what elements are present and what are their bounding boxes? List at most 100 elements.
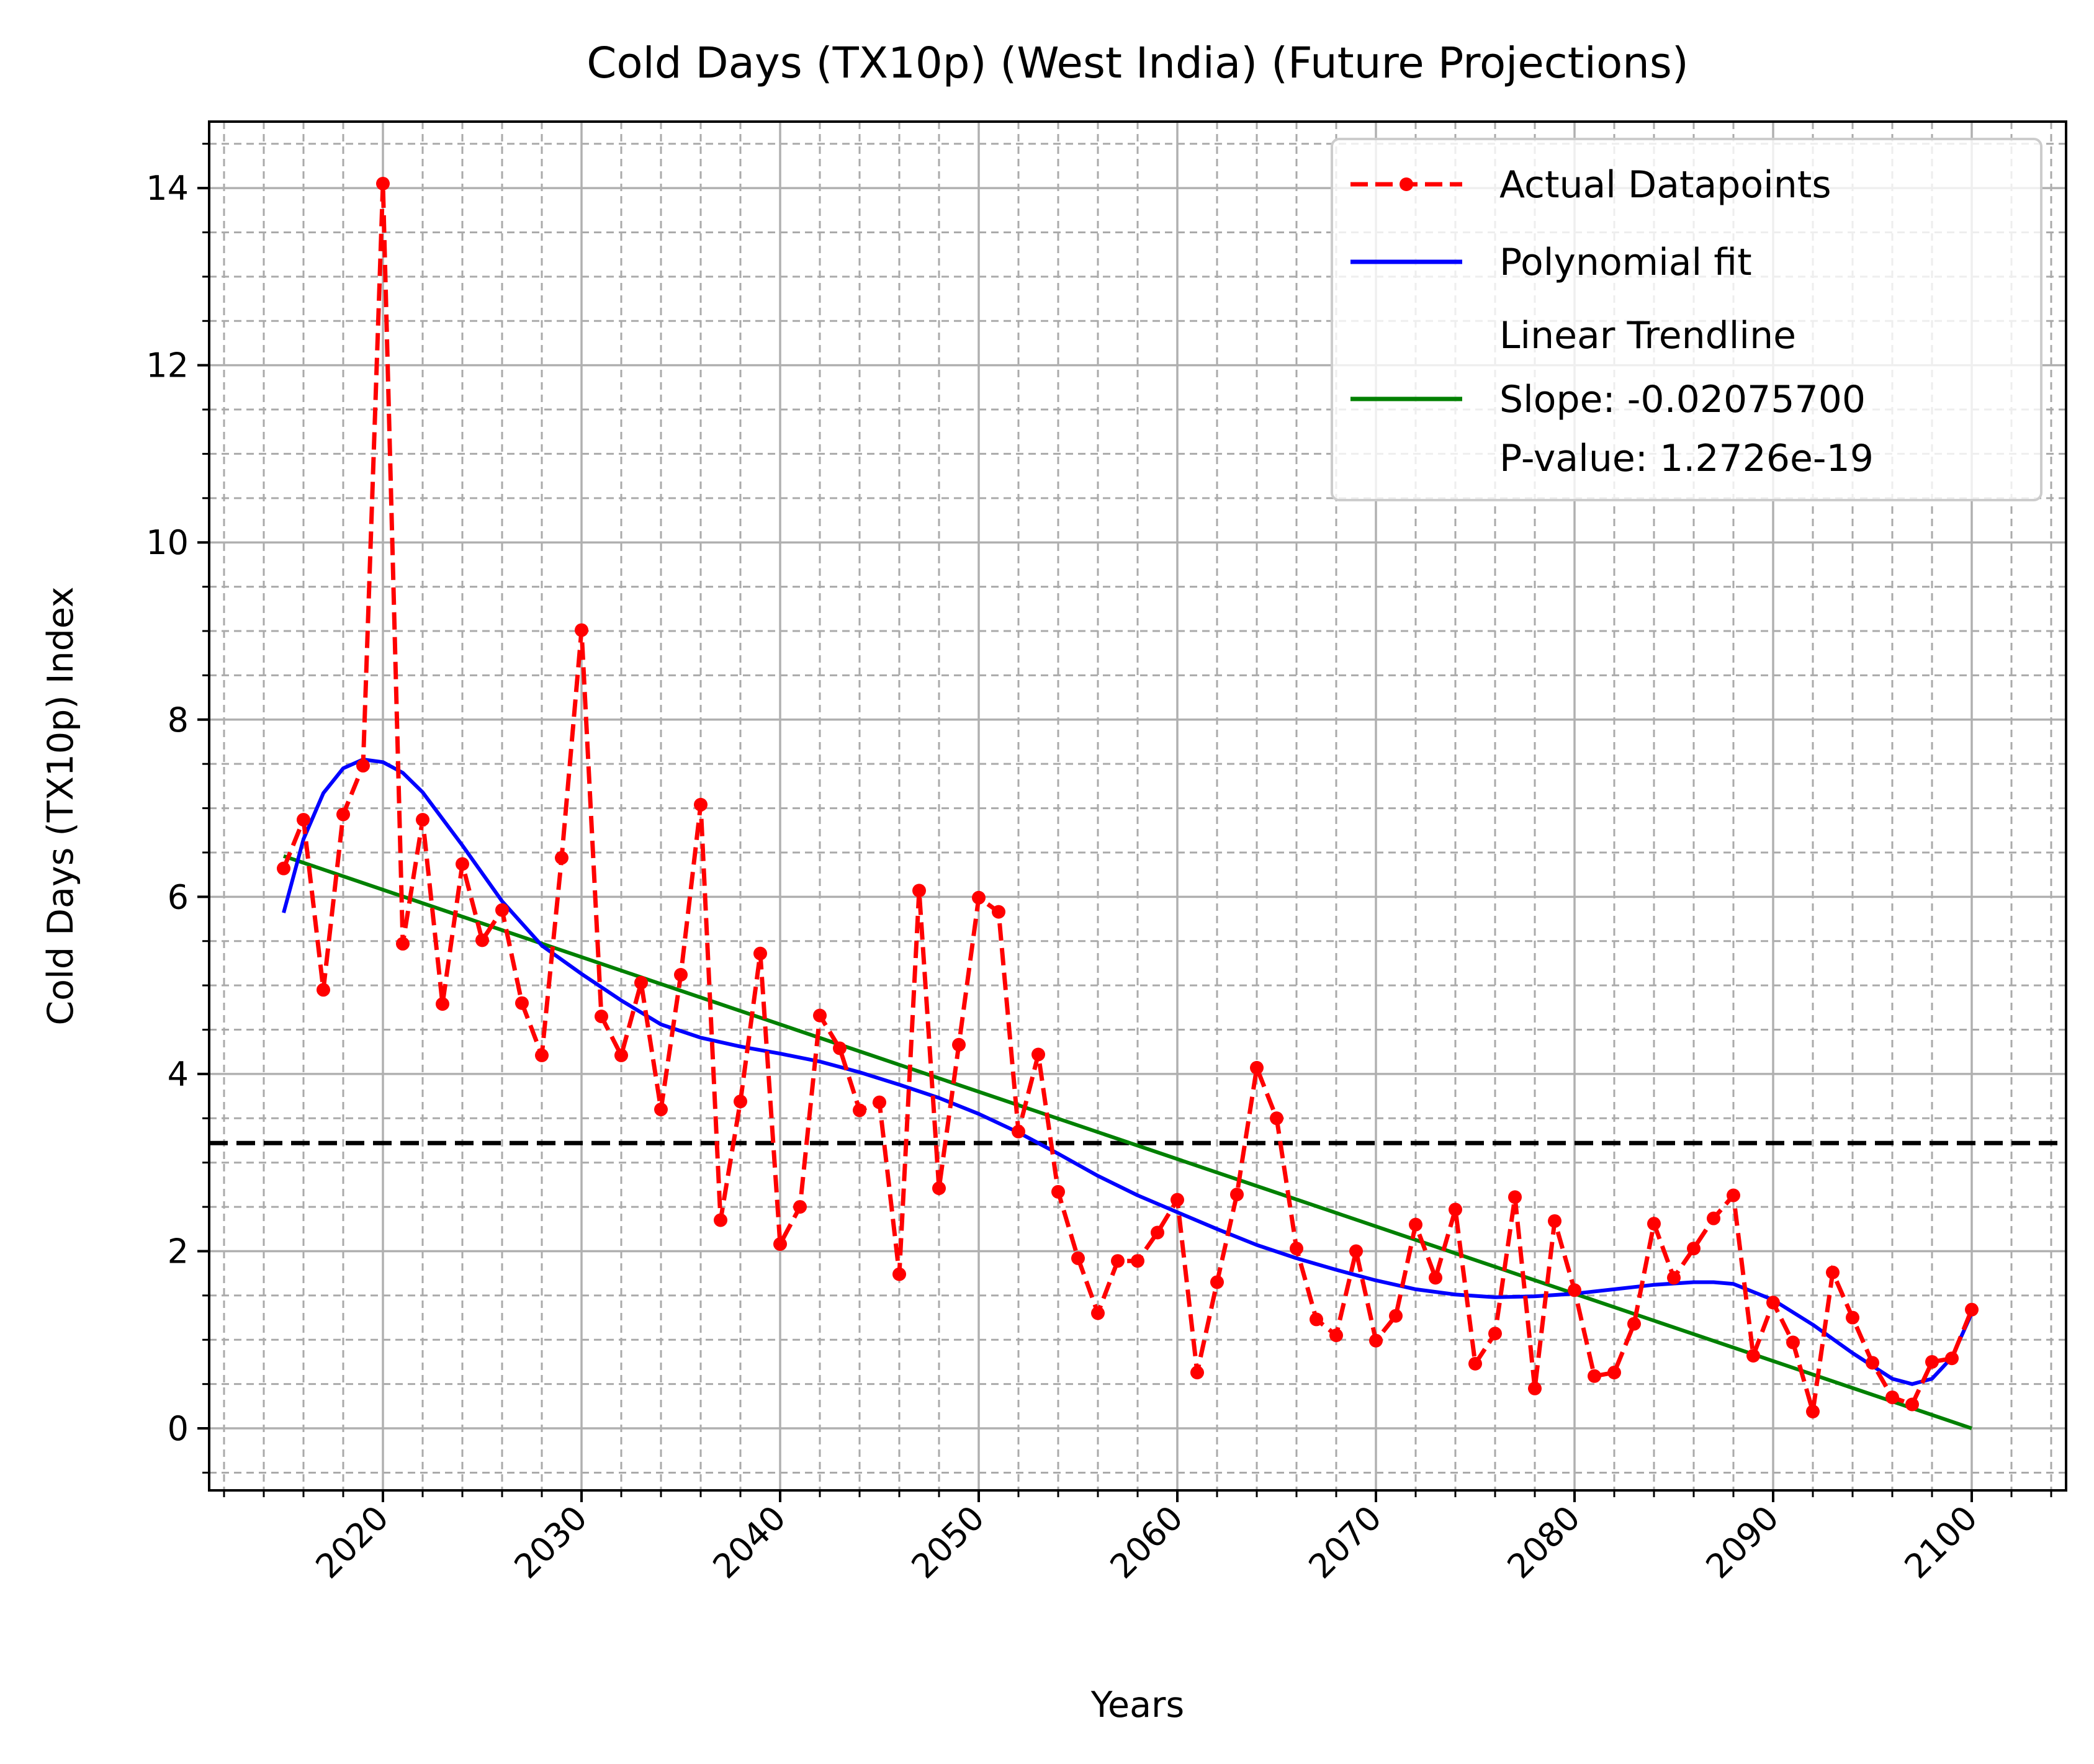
actual-datapoint <box>1131 1254 1144 1268</box>
actual-datapoint <box>1190 1366 1204 1380</box>
y-tick-label: 2 <box>168 1232 189 1271</box>
actual-datapoint <box>932 1181 946 1196</box>
actual-datapoint <box>1588 1369 1601 1383</box>
actual-datapoint <box>1647 1217 1661 1231</box>
legend-linear-label-line2: Slope: -0.02075700 <box>1499 378 1866 421</box>
actual-datapoint <box>1091 1306 1105 1320</box>
actual-datapoint <box>1905 1397 1919 1412</box>
actual-datapoint <box>1329 1328 1343 1343</box>
actual-datapoint <box>1409 1217 1422 1232</box>
legend-box <box>1331 138 2042 501</box>
actual-datapoint <box>813 1008 827 1023</box>
actual-datapoint <box>793 1200 807 1214</box>
actual-datapoint <box>1051 1184 1065 1199</box>
x-tick-label: 2090 <box>1698 1498 1786 1587</box>
actual-datapoint <box>1031 1047 1045 1062</box>
x-tick-label: 2040 <box>705 1498 793 1587</box>
actual-datapoint <box>336 807 350 822</box>
x-tick-label: 2080 <box>1499 1498 1588 1587</box>
actual-datapoint <box>436 997 449 1011</box>
actual-datapoint <box>1270 1111 1283 1126</box>
actual-datapoint <box>992 905 1005 919</box>
y-tick-label: 12 <box>146 346 189 385</box>
actual-datapoint <box>396 937 410 951</box>
actual-datapoint <box>1151 1225 1164 1240</box>
actual-datapoint <box>515 996 529 1010</box>
actual-datapoint <box>456 857 469 871</box>
actual-datapoint <box>1925 1354 1939 1369</box>
actual-datapoint <box>1548 1214 1562 1228</box>
actual-datapoint <box>575 623 588 637</box>
actual-datapoint <box>1369 1333 1383 1348</box>
y-tick-label: 4 <box>168 1055 189 1094</box>
actual-datapoint <box>555 851 568 865</box>
actual-datapoint <box>1885 1390 1899 1405</box>
actual-datapoint <box>972 890 986 905</box>
actual-datapoint <box>952 1037 966 1052</box>
y-tick-label: 6 <box>168 877 189 916</box>
actual-datapoint <box>1508 1190 1522 1204</box>
y-tick-label: 10 <box>146 523 189 562</box>
actual-datapoint <box>495 903 509 917</box>
actual-datapoint <box>1568 1283 1581 1297</box>
actual-datapoint <box>1290 1242 1303 1256</box>
actual-datapoint <box>912 884 926 898</box>
legend-linear-label-line1: Linear Trendline <box>1499 314 1796 357</box>
actual-datapoint <box>674 968 688 982</box>
x-tick-label: 2070 <box>1301 1498 1389 1587</box>
x-tick-label: 2020 <box>308 1498 396 1587</box>
actual-datapoint <box>1210 1275 1224 1289</box>
actual-datapoint <box>614 1048 628 1062</box>
actual-datapoint <box>873 1095 886 1109</box>
actual-datapoint <box>892 1267 906 1281</box>
actual-datapoint <box>1429 1271 1442 1285</box>
actual-datapoint <box>1806 1404 1820 1418</box>
y-tick-label: 0 <box>168 1409 189 1448</box>
legend-actual-marker <box>1400 177 1413 191</box>
actual-datapoint <box>1012 1124 1025 1139</box>
actual-datapoint <box>1230 1188 1244 1202</box>
actual-datapoint <box>1111 1254 1125 1268</box>
actual-datapoint <box>1766 1296 1780 1310</box>
actual-datapoint <box>1488 1327 1502 1341</box>
actual-datapoint <box>694 797 708 812</box>
actual-datapoint <box>634 975 648 990</box>
actual-datapoint <box>654 1103 668 1117</box>
actual-datapoint <box>1826 1265 1840 1279</box>
actual-datapoint <box>1866 1356 1879 1370</box>
actual-datapoint <box>714 1213 727 1227</box>
actual-datapoint <box>1627 1317 1641 1331</box>
actual-datapoint <box>1746 1348 1760 1363</box>
actual-datapoint <box>1449 1202 1462 1217</box>
legend-linear-label-line3: P-value: 1.2726e-19 <box>1499 437 1874 480</box>
actual-datapoint <box>1310 1312 1323 1327</box>
actual-datapoint <box>1349 1244 1363 1258</box>
actual-datapoint <box>1071 1251 1085 1265</box>
x-tick-label: 2060 <box>1102 1498 1190 1587</box>
legend: Actual Datapoints Polynomial fit Linear … <box>1331 138 2042 501</box>
actual-datapoint <box>595 1010 608 1024</box>
x-tick-label: 2050 <box>904 1498 992 1587</box>
x-axis-label: Years <box>1090 1685 1184 1726</box>
actual-datapoint <box>734 1095 747 1109</box>
actual-datapoint <box>1607 1366 1621 1380</box>
actual-datapoint <box>1171 1193 1184 1207</box>
actual-datapoint <box>833 1041 847 1055</box>
actual-datapoint <box>853 1103 866 1117</box>
actual-datapoint <box>277 861 290 875</box>
actual-datapoint <box>416 813 429 827</box>
actual-datapoint <box>1786 1335 1800 1350</box>
actual-datapoint <box>1250 1060 1264 1075</box>
actual-datapoint <box>1687 1242 1701 1256</box>
legend-actual-label: Actual Datapoints <box>1499 163 1831 207</box>
actual-datapoint <box>1945 1351 1959 1366</box>
x-tick-label: 2030 <box>506 1498 595 1587</box>
actual-datapoint <box>1965 1302 1979 1317</box>
x-axis: 2020 2030 2040 2050 2060 2070 2080 2090 2100 <box>223 1490 2052 1587</box>
actual-datapoint <box>1667 1271 1681 1285</box>
actual-datapoint <box>773 1237 787 1251</box>
actual-datapoint <box>317 983 330 997</box>
plot-area <box>209 176 2066 1430</box>
actual-datapoint <box>1727 1188 1740 1202</box>
